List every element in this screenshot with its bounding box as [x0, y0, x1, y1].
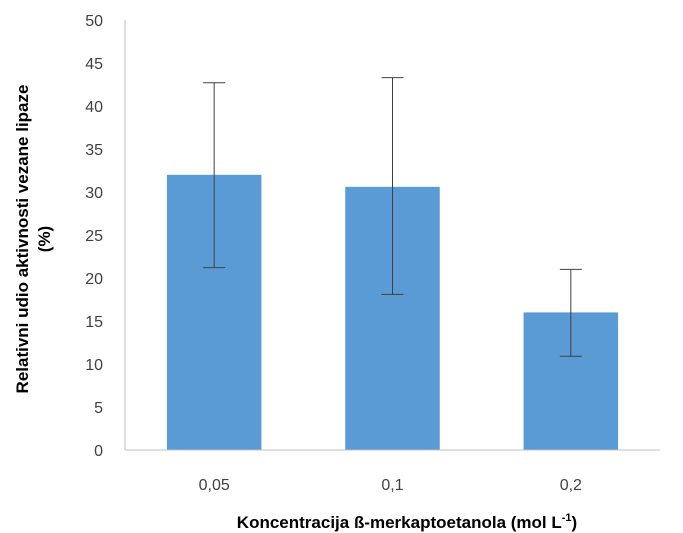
x-tick-label: 0,1 [381, 477, 403, 494]
x-axis-title-main: Koncentracija ß-merkaptoetanola (mol L [237, 513, 562, 532]
x-tick-labels: 0,05 0,1 0,2 [199, 477, 582, 494]
x-tick-label: 0,05 [199, 477, 230, 494]
y-axis-title-line1: Relativni udio aktivnosti vezane lipaze [13, 85, 32, 394]
x-axis-title-superscript: -1 [562, 512, 572, 524]
y-axis-title: Relativni udio aktivnosti vezane lipaze … [13, 85, 54, 394]
error-bar [381, 77, 404, 295]
y-tick-label: 15 [85, 314, 103, 331]
x-axis-title-end: ) [572, 513, 578, 532]
y-tick-label: 0 [94, 443, 103, 460]
y-tick-label: 20 [85, 271, 103, 288]
error-bars [203, 77, 582, 357]
y-tick-labels: 0 5 10 15 20 25 30 35 40 45 50 [85, 13, 103, 460]
y-tick-label: 45 [85, 56, 103, 73]
y-tick-label: 30 [85, 185, 103, 202]
y-tick-label: 50 [85, 13, 103, 30]
y-tick-label: 35 [85, 142, 103, 159]
x-tick-label: 0,2 [560, 477, 582, 494]
y-tick-label: 5 [94, 400, 103, 417]
y-axis-title-line2: (%) [35, 226, 54, 252]
error-bar [559, 268, 582, 357]
y-tick-label: 25 [85, 228, 103, 245]
y-tick-label: 10 [85, 357, 103, 374]
error-bar [203, 82, 226, 269]
x-axis-title: Koncentracija ß-merkaptoetanola (mol L-1… [237, 512, 577, 532]
y-tick-label: 40 [85, 99, 103, 116]
